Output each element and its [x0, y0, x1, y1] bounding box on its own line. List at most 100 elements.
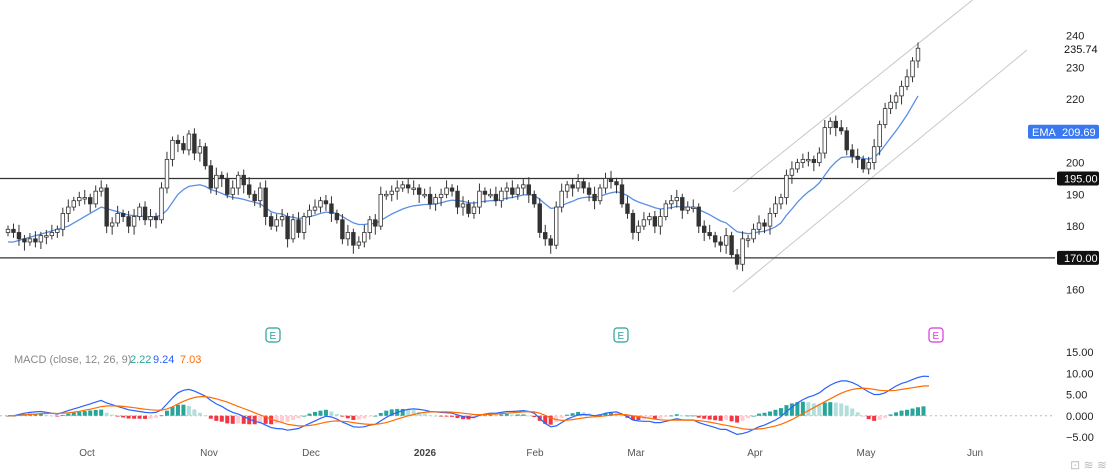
candle-down: [16, 232, 22, 240]
candle-down: [532, 193, 537, 205]
candle-up: [148, 216, 153, 221]
candle-down: [181, 143, 186, 151]
macd-histogram-bar: [729, 415, 734, 422]
macd-histogram-bar: [493, 414, 498, 416]
macd-histogram-bar: [115, 415, 120, 417]
candle-up: [301, 216, 307, 233]
macd-histogram-bar: [817, 403, 822, 416]
candle-up: [159, 187, 164, 221]
macd-histogram-bar: [554, 415, 559, 423]
candle-down: [323, 200, 329, 205]
date-axis-tick: 2026: [414, 448, 437, 459]
macd-histogram-bar: [60, 414, 65, 416]
macd-histogram-bar: [757, 413, 762, 416]
macd-histogram-bar: [263, 415, 268, 424]
candle-up: [186, 133, 192, 151]
price-axis-tick: 220: [1066, 94, 1084, 106]
macd-axis-tick: 15.00: [1066, 347, 1094, 359]
macd-histogram-bar: [422, 413, 427, 416]
macd-histogram-bar: [307, 413, 312, 416]
macd-histogram-bar: [367, 415, 372, 417]
macd-histogram-bar: [603, 413, 608, 416]
candle-up: [44, 235, 49, 238]
macd-histogram-bar: [318, 410, 323, 416]
macd-histogram-bar: [543, 415, 548, 424]
macd-histogram-bar: [905, 409, 910, 416]
candle-down: [153, 216, 159, 221]
price-axis-tick: 200: [1066, 158, 1084, 170]
macd-axis-tick: 5.00: [1066, 390, 1087, 402]
macd-histogram-bar: [44, 414, 49, 416]
candle-down: [466, 203, 471, 214]
macd-histogram-bar: [877, 415, 882, 420]
candle-up: [98, 187, 104, 192]
macd-histogram-bar: [746, 415, 751, 419]
candle-up: [806, 159, 811, 162]
candle-down: [142, 206, 148, 221]
candle-down: [570, 184, 575, 189]
candle-up: [197, 146, 203, 154]
candle-up: [564, 184, 570, 192]
macd-histogram-bar: [428, 415, 433, 417]
macd-histogram-bar: [855, 412, 860, 416]
candle-down: [680, 197, 685, 211]
macd-histogram-bar: [669, 415, 674, 417]
price-axis-tick: 160: [1066, 285, 1084, 297]
candle-down: [860, 159, 866, 170]
candle-up: [877, 124, 882, 148]
macd-histogram-bar: [181, 404, 186, 416]
macd-histogram-bar: [99, 409, 104, 416]
macd-histogram-bar: [916, 407, 920, 416]
candle-down: [718, 241, 723, 246]
earnings-marker-label: E: [618, 331, 625, 342]
macd-histogram-bar: [400, 408, 405, 416]
macd-histogram-bar: [822, 402, 827, 416]
macd-histogram-bar: [647, 415, 652, 419]
macd-histogram-bar: [515, 414, 520, 416]
candle-up: [674, 197, 679, 202]
macd-histogram-bar: [609, 412, 614, 416]
candle-down: [614, 181, 619, 186]
macd-histogram-bar: [258, 415, 263, 424]
macd-histogram-bar: [323, 409, 328, 416]
macd-histogram-bar: [373, 415, 378, 417]
candle-down: [734, 254, 740, 265]
candle-up: [658, 216, 663, 227]
candle-up: [137, 206, 142, 217]
candle-down: [88, 197, 93, 205]
price-axis-tick: 240: [1066, 31, 1084, 43]
candle-up: [751, 228, 756, 240]
macd-histogram-bar: [356, 415, 361, 420]
candle-up: [828, 120, 833, 129]
candle-up: [871, 146, 877, 163]
candle-down: [33, 238, 38, 243]
candle-down: [175, 139, 181, 144]
candle-down: [839, 127, 844, 132]
candle-down: [844, 130, 849, 151]
candle-up: [773, 203, 778, 214]
macd-histogram-bar: [384, 410, 389, 416]
macd-histogram-bar: [148, 415, 153, 419]
macd-histogram-bar: [702, 415, 707, 419]
macd-histogram-bar: [378, 412, 383, 416]
candle-up: [904, 76, 910, 87]
candle-up: [400, 184, 405, 189]
candle-up: [882, 108, 888, 125]
candle-up: [279, 216, 285, 221]
candle-down: [416, 187, 422, 195]
macd-histogram-bar: [197, 412, 202, 416]
macd-histogram-bar: [285, 415, 290, 422]
macd-histogram-bar: [38, 413, 43, 416]
macd-histogram-bar: [663, 415, 668, 417]
candle-down: [104, 187, 109, 227]
macd-histogram-bar: [439, 415, 444, 417]
candle-up: [597, 187, 603, 202]
macd-histogram-bar: [526, 415, 531, 417]
macd-histogram-bar: [735, 415, 740, 423]
macd-histogram-bar: [718, 415, 723, 421]
macd-histogram-bar: [417, 411, 422, 416]
candle-down: [581, 181, 586, 189]
candle-up: [817, 152, 822, 163]
candle-up: [888, 101, 893, 109]
